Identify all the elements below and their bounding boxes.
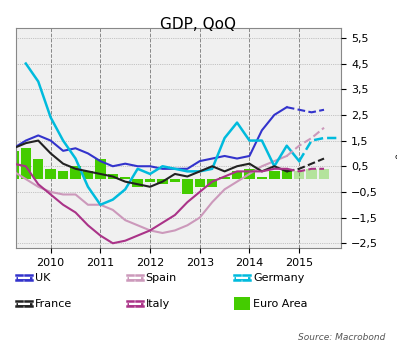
Bar <box>58 171 68 179</box>
Text: France: France <box>35 299 72 308</box>
Bar <box>207 179 218 187</box>
Bar <box>319 169 329 179</box>
Bar <box>269 171 279 179</box>
Bar <box>83 171 93 179</box>
Text: Source: Macrobond: Source: Macrobond <box>298 333 385 342</box>
Bar <box>306 169 317 179</box>
Bar <box>232 171 242 179</box>
Bar <box>157 179 168 184</box>
Text: Italy: Italy <box>146 299 170 308</box>
Text: Germany: Germany <box>253 273 304 283</box>
Bar <box>170 179 180 182</box>
Bar <box>257 177 267 179</box>
Text: %: % <box>394 155 397 165</box>
Bar <box>95 159 106 179</box>
Bar <box>145 179 155 182</box>
Text: GDP, QoQ: GDP, QoQ <box>160 17 237 32</box>
Bar <box>133 179 143 187</box>
Text: Euro Area: Euro Area <box>253 299 307 308</box>
Bar <box>120 177 131 179</box>
Bar <box>70 166 81 179</box>
Bar <box>33 159 43 179</box>
Bar <box>108 174 118 179</box>
Text: UK: UK <box>35 273 50 283</box>
Bar <box>8 151 19 179</box>
Bar <box>244 169 255 179</box>
Text: Spain: Spain <box>146 273 177 283</box>
Bar <box>220 177 230 179</box>
Bar <box>294 171 304 179</box>
Bar <box>21 148 31 179</box>
Bar <box>281 169 292 179</box>
Bar <box>182 179 193 195</box>
Bar <box>45 169 56 179</box>
Bar <box>195 179 205 187</box>
